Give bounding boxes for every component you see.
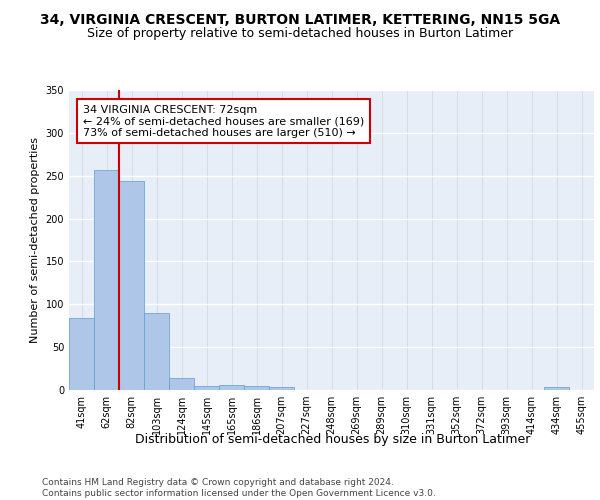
Bar [244,386,269,390]
Bar [194,386,219,390]
Text: Size of property relative to semi-detached houses in Burton Latimer: Size of property relative to semi-detach… [87,28,513,40]
Bar [94,170,119,390]
Bar [144,313,169,390]
Y-axis label: Number of semi-detached properties: Number of semi-detached properties [30,137,40,343]
Bar [69,318,94,390]
Text: 34, VIRGINIA CRESCENT, BURTON LATIMER, KETTERING, NN15 5GA: 34, VIRGINIA CRESCENT, BURTON LATIMER, K… [40,12,560,26]
Bar [544,388,569,390]
Text: Contains HM Land Registry data © Crown copyright and database right 2024.
Contai: Contains HM Land Registry data © Crown c… [42,478,436,498]
Bar [269,386,294,390]
Bar [119,181,144,390]
Bar [169,378,194,390]
Bar [219,385,244,390]
Text: 34 VIRGINIA CRESCENT: 72sqm
← 24% of semi-detached houses are smaller (169)
73% : 34 VIRGINIA CRESCENT: 72sqm ← 24% of sem… [83,104,364,138]
Text: Distribution of semi-detached houses by size in Burton Latimer: Distribution of semi-detached houses by … [136,432,530,446]
